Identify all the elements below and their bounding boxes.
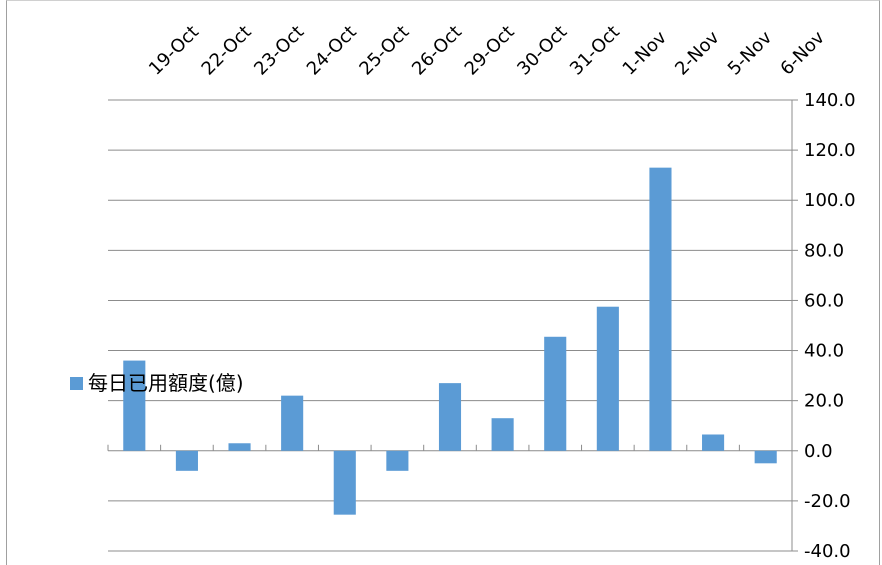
x-tick-label: 1-Nov: [619, 27, 672, 80]
chart-border: [6, 0, 880, 565]
y-tick-label: 20.0: [804, 391, 844, 412]
bar-30-Oct: [491, 418, 514, 451]
bar-22-Oct: [175, 450, 198, 471]
bar-2-Nov: [649, 167, 672, 451]
x-tick-label: 25-Oct: [355, 22, 413, 80]
bar-5-Nov: [702, 434, 725, 451]
y-tick-label: 100.0: [804, 190, 856, 211]
x-tick-label: 31-Oct: [566, 22, 624, 80]
bar-6-Nov: [754, 450, 777, 464]
y-tick-label: 40.0: [804, 341, 844, 362]
x-tick-label: 30-Oct: [513, 22, 571, 80]
x-tick-label: 26-Oct: [408, 22, 466, 80]
bar-24-Oct: [281, 395, 304, 451]
y-tick-label: 60.0: [804, 290, 844, 311]
y-tick-label: 120.0: [804, 140, 856, 161]
x-tick-label: 6-Nov: [776, 27, 829, 80]
bar-19-Oct: [123, 360, 146, 451]
y-tick-label: 140.0: [804, 90, 856, 111]
x-tick-label: 5-Nov: [724, 27, 777, 80]
bar-25-Oct: [333, 450, 356, 515]
y-tick-label: 0.0: [804, 441, 833, 462]
legend-label: 每日已用額度(億): [88, 371, 244, 395]
x-tick-label: 29-Oct: [461, 22, 519, 80]
x-tick-label: 24-Oct: [303, 22, 361, 80]
y-tick-label: -40.0: [804, 541, 851, 562]
x-tick-label: 22-Oct: [198, 22, 256, 80]
x-tick-label: 19-Oct: [145, 22, 203, 80]
x-tick-label: 23-Oct: [250, 22, 308, 80]
bar-23-Oct: [228, 443, 251, 451]
x-tick-label: 2-Nov: [671, 27, 724, 80]
bar-29-Oct: [438, 383, 462, 451]
bar-31-Oct: [544, 336, 567, 451]
y-tick-label: 80.0: [804, 240, 844, 261]
bar-1-Nov: [596, 306, 619, 451]
y-tick-label: -20.0: [804, 491, 851, 512]
legend-swatch: [70, 377, 83, 390]
bar-26-Oct: [386, 450, 409, 471]
